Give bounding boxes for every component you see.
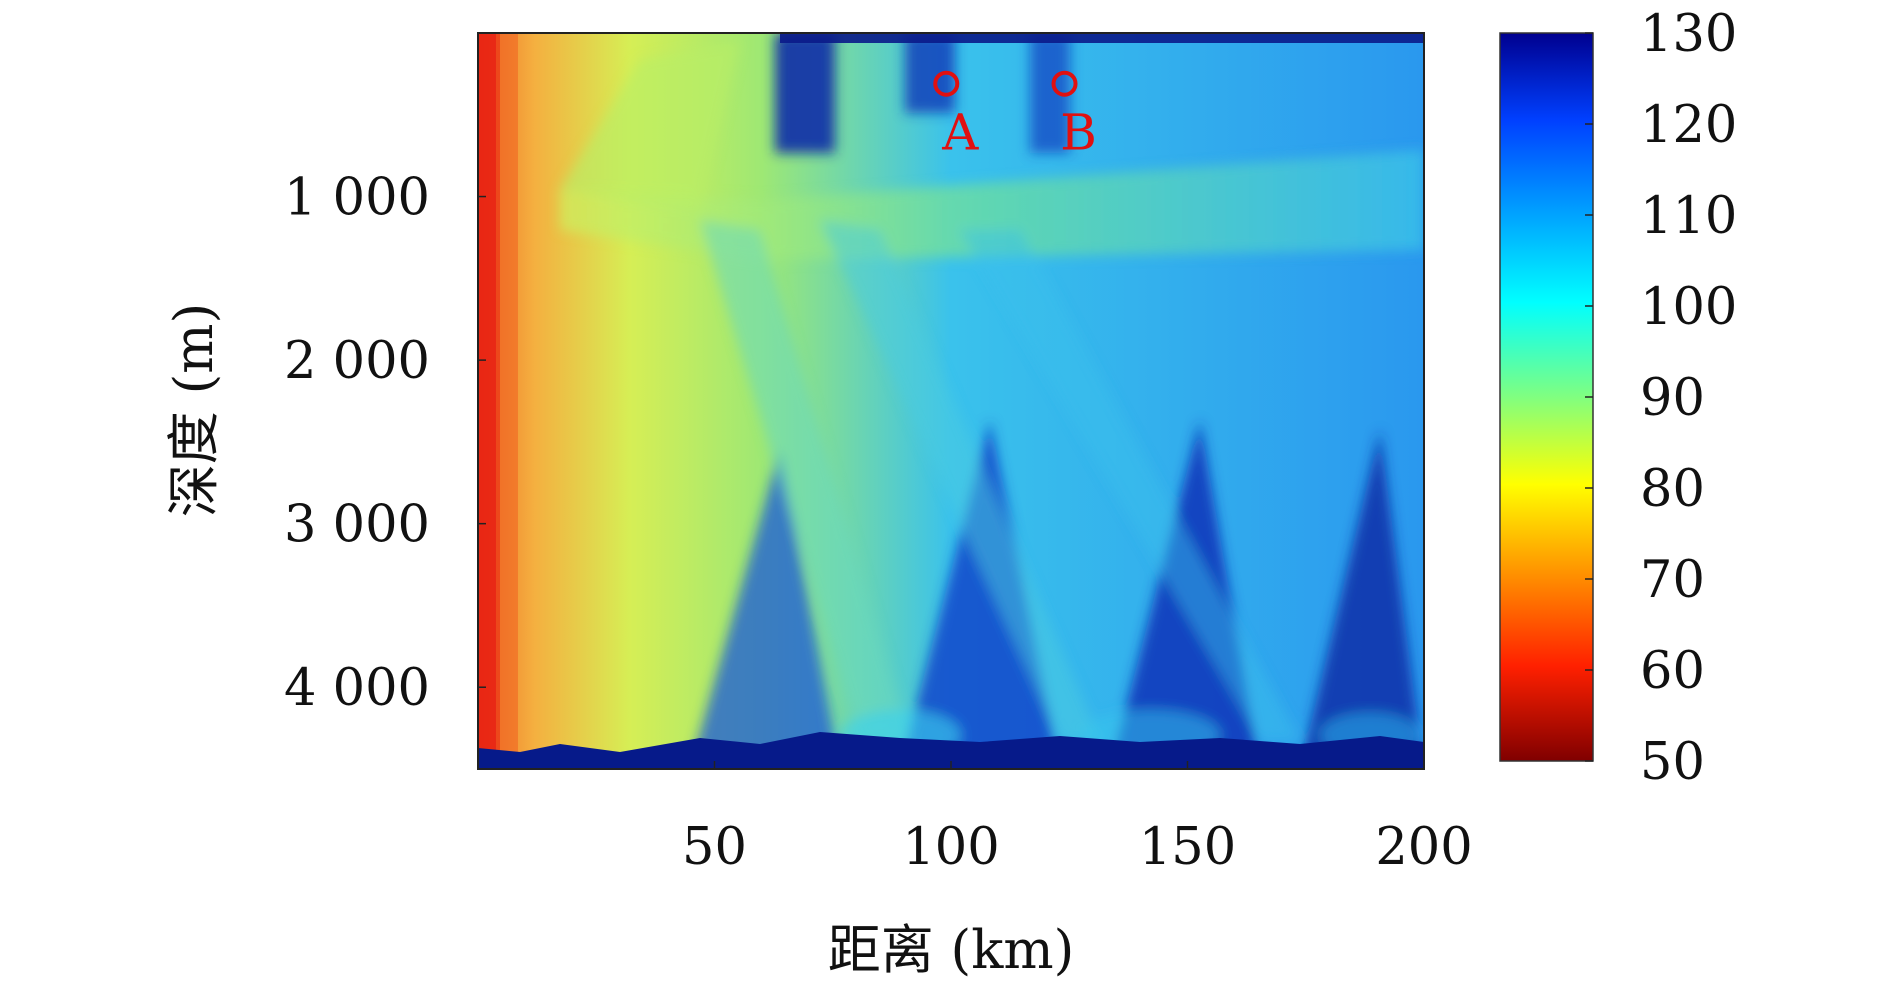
colorbar-ticks: 130 120 110 100 90 80 70 60 50 (1585, 5, 1737, 792)
colorbar-tick-label: 110 (1640, 187, 1737, 246)
x-tick-label: 200 (1375, 818, 1472, 877)
colorbar-tick-label: 50 (1640, 733, 1705, 792)
colorbar-tick-label: 90 (1640, 369, 1705, 428)
marker-a-label: A (941, 104, 979, 162)
y-tick-label: 4 000 (284, 659, 430, 718)
marker-b-label: B (1060, 104, 1097, 162)
y-tick-label: 1 000 (284, 169, 430, 228)
x-axis: 50 100 150 200 (682, 761, 1473, 877)
x-tick-label: 150 (1139, 818, 1236, 877)
colorbar-tick-label: 80 (1640, 460, 1705, 519)
y-tick-label: 3 000 (284, 496, 430, 555)
y-axis: 1 000 2 000 3 000 4 000 (284, 169, 486, 718)
x-tick-label: 50 (682, 818, 747, 877)
heatmap-field (478, 33, 1424, 769)
colorbar (1499, 32, 1594, 762)
x-axis-title: 距离 (km) (828, 920, 1075, 981)
colorbar-tick-label: 60 (1640, 642, 1705, 701)
marker-a-circle (933, 70, 960, 97)
colorbar-tick-label: 130 (1640, 5, 1737, 64)
x-tick-label: 100 (902, 818, 999, 877)
y-axis-title: 深度 (m) (164, 303, 225, 517)
colorbar-tick-label: 120 (1640, 96, 1737, 155)
y-tick-label: 2 000 (284, 332, 430, 391)
marker-b-circle (1051, 70, 1078, 97)
colorbar-tick-label: 100 (1640, 278, 1737, 337)
colorbar-tick-label: 70 (1640, 551, 1705, 610)
